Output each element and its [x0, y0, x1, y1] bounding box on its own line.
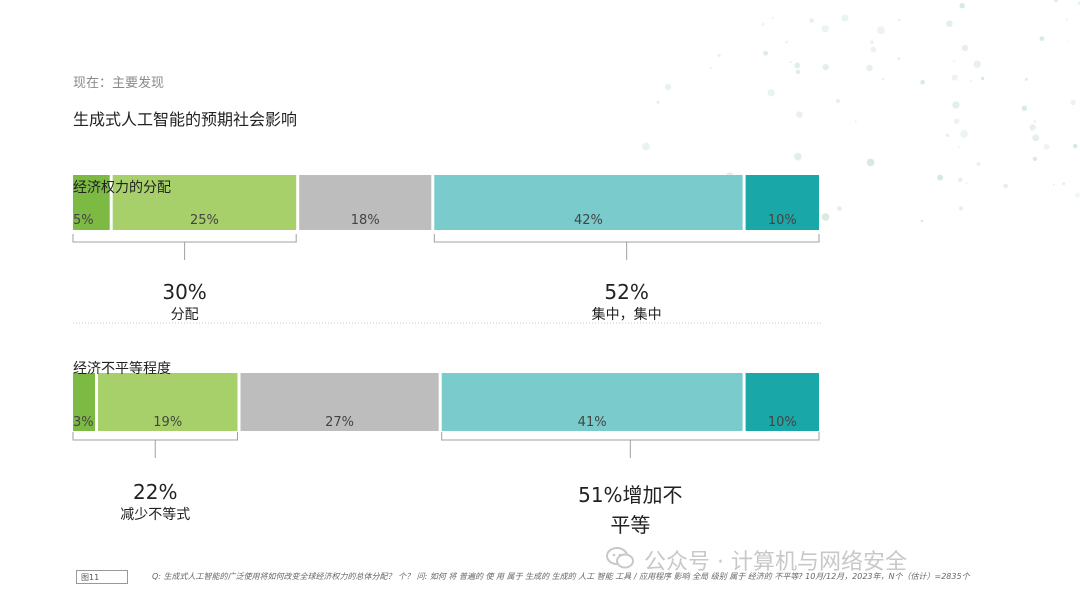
bracket [433, 234, 820, 243]
footer-note: Q: 生成式人工智能的广泛使用将如何改变全球经济权力的总体分配？ 个？ 问: 如… [152, 572, 970, 581]
bracket [72, 432, 238, 441]
data-label: 10% [767, 213, 797, 228]
summary-value: 52% [604, 280, 649, 304]
bar-segment [441, 373, 743, 431]
figure-label: 图11 [76, 570, 128, 584]
wechat-icon [606, 547, 634, 569]
watermark: 公众号 · 计算机与网络安全 [644, 550, 907, 575]
bar-segment [98, 373, 238, 431]
breadcrumb: 现在：主要发现 [73, 76, 165, 91]
summary-value: 22% [133, 480, 178, 504]
chart-title: 经济不平等程度 [73, 361, 171, 377]
bracket [441, 432, 820, 441]
data-label: 41% [577, 415, 607, 430]
summary-label: 51%增加不平等 [578, 483, 683, 537]
summary-label: 减少不等式 [120, 507, 191, 523]
chart-title: 经济权力的分配 [73, 180, 171, 196]
data-label: 3% [73, 415, 94, 430]
data-label: 10% [767, 415, 797, 430]
bar-segment [73, 175, 110, 230]
bar-segment [745, 175, 819, 230]
bar-segment [299, 175, 432, 230]
data-label: 25% [189, 213, 219, 228]
bar-segment [73, 373, 95, 431]
data-label: 5% [73, 213, 94, 228]
data-label: 27% [325, 415, 354, 430]
bracket [72, 234, 297, 243]
data-label: 42% [573, 213, 603, 228]
bar-segment [112, 175, 297, 230]
bar-segment [745, 373, 819, 431]
page-title: 生成式人工智能的预期社会影响 [73, 110, 298, 129]
summary-label: 分配 [170, 307, 199, 323]
summary-value: 30% [162, 280, 207, 304]
bar-segment [240, 373, 439, 431]
bar-segment [434, 175, 743, 230]
data-label: 18% [350, 213, 380, 228]
summary-label: 集中，集中 [591, 307, 662, 323]
data-label: 19% [153, 415, 183, 430]
